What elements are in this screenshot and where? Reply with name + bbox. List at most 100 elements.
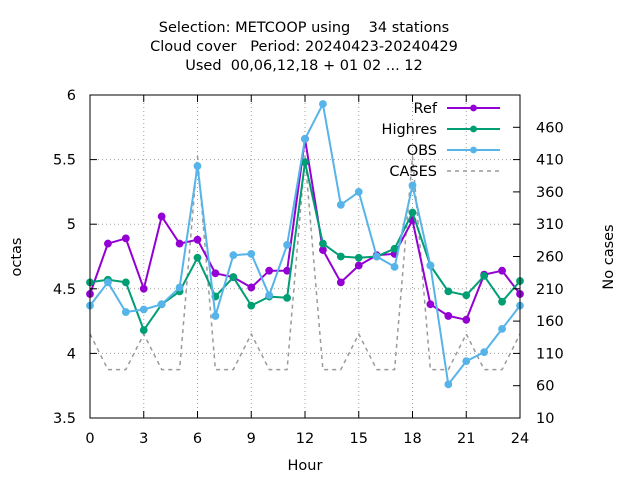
y2-tick-label: 260 — [536, 250, 564, 266]
x-tick-label: 0 — [85, 431, 94, 447]
data-point — [444, 287, 453, 296]
data-point — [462, 315, 471, 324]
y-tick-label: 5 — [67, 217, 76, 233]
x-tick-label: 9 — [247, 431, 256, 447]
data-point — [301, 135, 309, 143]
data-point — [193, 162, 202, 170]
y2-tick-label: 110 — [536, 346, 564, 362]
series-cases — [89, 155, 521, 371]
data-point — [444, 380, 453, 389]
data-point — [319, 239, 327, 248]
title-line-2: Cloud cover Period: 20240423-20240429 — [150, 39, 458, 55]
y2-tick-label: 60 — [536, 379, 554, 395]
legend-label: CASES — [389, 164, 437, 180]
data-point — [121, 234, 130, 243]
y-axis-label: octas — [9, 238, 25, 277]
legend-marker — [470, 146, 477, 154]
y2-tick-label: 410 — [536, 153, 564, 169]
legend-label: Highres — [382, 122, 437, 138]
data-point — [121, 278, 130, 287]
data-point — [229, 273, 238, 282]
data-point — [354, 188, 363, 196]
data-point — [265, 266, 274, 275]
data-point — [301, 158, 309, 167]
data-point — [193, 253, 202, 262]
legend-marker — [470, 104, 477, 112]
data-point — [265, 291, 274, 300]
y-tick-label: 4.5 — [53, 282, 76, 298]
data-point — [408, 181, 417, 190]
data-point — [283, 240, 291, 249]
y-tick-label: 4 — [67, 346, 76, 362]
data-point — [354, 261, 363, 270]
legend-entry: Ref — [414, 101, 500, 117]
x-axis-label: Hour — [288, 458, 323, 474]
series-obs — [86, 100, 524, 389]
data-point — [498, 297, 506, 306]
data-point — [462, 357, 471, 366]
y2-tick-label: 460 — [536, 120, 564, 136]
data-point — [104, 239, 112, 248]
x-tick-label: 6 — [193, 431, 202, 447]
x-tick-label: 24 — [511, 431, 529, 447]
series-line-cases — [89, 155, 521, 371]
legend-label: Ref — [414, 101, 438, 117]
data-point — [121, 308, 130, 316]
data-point — [139, 326, 148, 335]
legend-entry: Highres — [382, 122, 500, 138]
legend: Ref Highres OBS CASES — [382, 101, 500, 180]
data-point — [247, 283, 256, 292]
data-point — [175, 239, 184, 248]
data-point — [336, 200, 345, 209]
data-point — [211, 312, 220, 320]
data-point — [319, 246, 327, 254]
data-point — [283, 293, 291, 302]
data-point — [175, 283, 184, 292]
data-point — [336, 252, 345, 261]
data-point — [211, 269, 220, 278]
y-tick-label: 5.5 — [53, 153, 76, 169]
data-point — [462, 291, 471, 300]
chart-title: Selection: METCOOP using 34 stations Clo… — [150, 20, 458, 74]
legend-marker — [470, 125, 477, 133]
y2-tick-label: 160 — [536, 314, 564, 330]
data-point — [426, 261, 435, 270]
data-point — [480, 271, 489, 280]
data-point — [247, 301, 256, 310]
y2-tick-label: 10 — [536, 411, 554, 427]
data-point — [498, 266, 506, 275]
x-tick-label: 21 — [457, 431, 475, 447]
data-point — [157, 212, 166, 221]
data-point — [104, 278, 112, 287]
title-line-3: Used 00,06,12,18 + 01 02 ... 12 — [185, 58, 423, 74]
data-point — [444, 312, 453, 320]
y2-tick-label: 360 — [536, 185, 564, 201]
x-tick-label: 18 — [403, 431, 421, 447]
data-point — [336, 278, 345, 287]
y2-axis-label: No cases — [601, 224, 617, 289]
data-point — [157, 300, 166, 309]
data-point — [372, 252, 381, 261]
ticks: 0 3 6 9 12 15 18 21 24 3.5 4 4.5 5 5.5 6 10 60 110 160 210 2… — [53, 88, 564, 447]
y2-tick-label: 310 — [536, 217, 564, 233]
series-layer — [86, 100, 524, 389]
legend-entry: OBS — [407, 143, 500, 159]
data-point — [139, 305, 148, 314]
y-tick-label: 6 — [67, 88, 76, 104]
data-point — [426, 300, 435, 309]
y2-tick-label: 210 — [536, 282, 564, 298]
data-point — [390, 244, 399, 253]
x-tick-label: 15 — [350, 431, 368, 447]
legend-label: OBS — [407, 143, 437, 159]
data-point — [408, 208, 417, 217]
data-point — [247, 250, 256, 258]
data-point — [319, 100, 327, 108]
data-point — [354, 253, 363, 262]
data-point — [390, 262, 399, 271]
data-point — [229, 251, 238, 260]
data-point — [193, 235, 202, 244]
y-tick-label: 3.5 — [53, 411, 76, 427]
legend-entry: CASES — [389, 164, 500, 180]
title-line-1: Selection: METCOOP using 34 stations — [159, 20, 449, 36]
